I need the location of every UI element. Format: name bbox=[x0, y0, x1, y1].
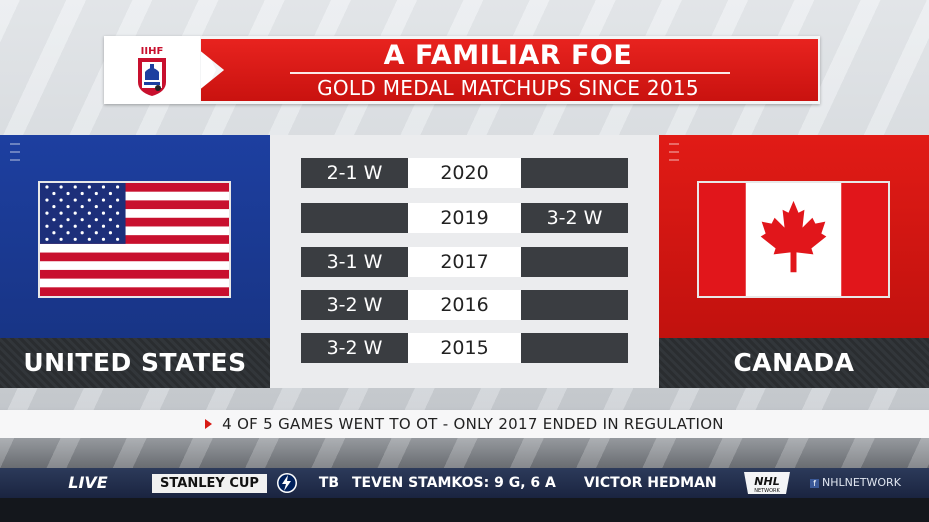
usa-result: 3-1 W bbox=[301, 247, 408, 277]
canada-result bbox=[521, 290, 628, 320]
usa-result: 3-2 W bbox=[301, 333, 408, 363]
info-note: 4 OF 5 GAMES WENT TO OT - ONLY 2017 ENDE… bbox=[222, 415, 724, 433]
team-name-usa: UNITED STATES bbox=[0, 338, 270, 388]
nhl-network-logo-icon: NHL NETWORK bbox=[744, 472, 790, 494]
social-handle-text: NHLNETWORK bbox=[822, 476, 901, 489]
year-cell: 2017 bbox=[408, 247, 521, 277]
title-banner bbox=[306, 39, 818, 101]
table-row: 3-2 W 2015 bbox=[301, 333, 628, 363]
bottom-edge bbox=[0, 498, 929, 522]
svg-text:IIHF: IIHF bbox=[141, 46, 164, 57]
tampa-bay-lightning-icon bbox=[277, 473, 297, 493]
canada-result bbox=[521, 247, 628, 277]
page-subtitle: GOLD MEDAL MATCHUPS SINCE 2015 bbox=[317, 76, 699, 100]
usa-result: 2-1 W bbox=[301, 158, 408, 188]
svg-text:NHL: NHL bbox=[754, 475, 779, 488]
usa-flag-icon bbox=[38, 181, 231, 298]
year-cell: 2019 bbox=[408, 203, 521, 233]
canada-flag-icon bbox=[697, 181, 890, 298]
canada-result bbox=[521, 158, 628, 188]
canada-result: 3-2 W bbox=[521, 203, 628, 233]
live-label: LIVE bbox=[68, 473, 108, 492]
info-note-bar: 4 OF 5 GAMES WENT TO OT - ONLY 2017 ENDE… bbox=[0, 410, 929, 438]
table-row: 2019 3-2 W bbox=[301, 203, 628, 233]
team-panel-usa: UNITED STATES bbox=[0, 135, 270, 388]
logo-box: IIHF bbox=[104, 36, 200, 104]
table-row: 2-1 W 2020 bbox=[301, 158, 628, 188]
decor-ticks bbox=[10, 143, 24, 167]
table-row: 3-1 W 2017 bbox=[301, 247, 628, 277]
social-handle: f NHLNETWORK bbox=[810, 468, 920, 498]
table-row: 3-2 W 2016 bbox=[301, 290, 628, 320]
facebook-icon: f bbox=[810, 479, 819, 488]
usa-result bbox=[301, 203, 408, 233]
ticker-item: VICTOR HEDMAN: bbox=[583, 475, 717, 491]
year-cell: 2020 bbox=[408, 158, 521, 188]
canada-result bbox=[521, 333, 628, 363]
bottom-ticker: LIVE STANLEY CUP TB TEVEN STAMKOS: 9 G, … bbox=[0, 468, 929, 498]
svg-text:NETWORK: NETWORK bbox=[754, 488, 780, 494]
triangle-right-icon bbox=[205, 418, 213, 429]
decor-ticks bbox=[669, 143, 683, 167]
ticker-section: STANLEY CUP bbox=[152, 474, 267, 493]
year-cell: 2015 bbox=[408, 333, 521, 363]
team-panel-canada: CANADA bbox=[659, 135, 929, 388]
ticker-crawl: TEVEN STAMKOS: 9 G, 6 A VICTOR HEDMAN: bbox=[352, 468, 717, 498]
team-name-canada: CANADA bbox=[659, 338, 929, 388]
year-cell: 2016 bbox=[408, 290, 521, 320]
usa-result: 3-2 W bbox=[301, 290, 408, 320]
title-divider bbox=[290, 72, 730, 74]
ticker-item: TEVEN STAMKOS: 9 G, 6 A bbox=[352, 475, 556, 491]
iihf-logo-icon: IIHF bbox=[134, 42, 170, 98]
ticker-team: TB bbox=[318, 475, 340, 491]
results-table: 2-1 W 2020 2019 3-2 W 3-1 W 2017 3-2 W 2… bbox=[270, 135, 659, 388]
page-title: A FAMILIAR FOE bbox=[383, 40, 633, 71]
